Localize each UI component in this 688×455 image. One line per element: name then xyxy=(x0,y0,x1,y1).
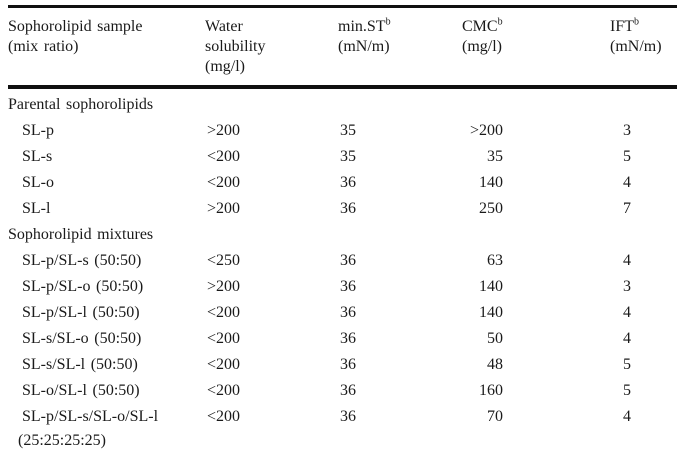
table-row: SL-o <200 36 140 4 xyxy=(8,170,677,196)
cell-min-st: 36 xyxy=(340,278,356,295)
table-row: SL-p/SL-s (50:50) <250 36 63 4 xyxy=(8,248,677,274)
cell-ift: 5 xyxy=(623,356,631,373)
cell-sample: SL-p/SL-l (50:50) xyxy=(22,304,140,321)
table-row: SL-p/SL-o (50:50) >200 36 140 3 xyxy=(8,274,677,300)
cell-ift: 3 xyxy=(623,122,631,139)
cell-ift: 4 xyxy=(623,304,631,321)
cell-sample: SL-l xyxy=(22,200,51,217)
cell-min-st: 36 xyxy=(340,408,356,425)
header-rule xyxy=(8,85,677,89)
table-row: SL-s/SL-o (50:50) <200 36 50 4 xyxy=(8,326,677,352)
column-header-cmc-name: CMCb xyxy=(462,17,610,37)
cell-ift: 7 xyxy=(623,200,631,217)
cell-solubility: <200 xyxy=(207,356,241,373)
cell-solubility: <200 xyxy=(207,174,241,191)
cell-solubility: <200 xyxy=(207,408,241,425)
cell-sample: SL-p/SL-o (50:50) xyxy=(22,278,144,295)
cell-cmc: 48 xyxy=(487,356,503,373)
section-title-parental: Parental sophorolipids xyxy=(8,96,154,113)
cell-ift: 5 xyxy=(623,148,631,165)
cell-sample: SL-p xyxy=(22,122,54,139)
column-header-min-st-name: min.STb xyxy=(338,17,462,37)
table-header-row: Sophorolipid sample (mix ratio) Water so… xyxy=(8,8,677,85)
cell-cmc: 140 xyxy=(479,278,503,295)
cell-solubility: <250 xyxy=(207,252,241,269)
cell-min-st: 36 xyxy=(340,200,356,217)
column-header-ift: IFTb (mN/m) xyxy=(610,17,677,77)
cmc-footnote-marker: b xyxy=(497,16,503,28)
ift-label: IFT xyxy=(610,18,634,35)
cell-sample: SL-s/SL-l (50:50) xyxy=(22,356,138,373)
cell-solubility: <200 xyxy=(207,382,241,399)
column-header-cmc-unit: (mg/l) xyxy=(462,38,502,55)
cell-ift: 4 xyxy=(623,408,631,425)
min-st-footnote-marker: b xyxy=(385,16,391,28)
cell-min-st: 36 xyxy=(340,304,356,321)
column-header-sample-line2: (mix ratio) xyxy=(8,38,79,55)
table-body: Parental sophorolipids SL-p >200 35 >200… xyxy=(8,89,677,455)
cell-solubility: >200 xyxy=(207,278,241,295)
cell-sample: SL-s/SL-o (50:50) xyxy=(22,330,142,347)
table-row: SL-p >200 35 >200 3 xyxy=(8,118,677,144)
cell-cmc: 160 xyxy=(479,382,503,399)
column-header-cmc: CMCb (mg/l) xyxy=(462,17,610,77)
cell-cmc: 63 xyxy=(487,252,503,269)
column-header-sample-line1: Sophorolipid sample xyxy=(8,18,143,35)
column-header-solubility: Water solubility (mg/l) xyxy=(205,17,338,77)
cell-sample: SL-o xyxy=(22,174,54,191)
cell-min-st: 36 xyxy=(340,330,356,347)
table-row: SL-p/SL-l (50:50) <200 36 140 4 xyxy=(8,300,677,326)
cell-solubility: >200 xyxy=(207,122,241,139)
cell-sample-line1: SL-p/SL-s/SL-o/SL-l xyxy=(22,408,159,425)
column-header-min-st-unit: (mN/m) xyxy=(338,38,390,55)
cell-solubility: <200 xyxy=(207,304,241,321)
cell-cmc: 140 xyxy=(479,174,503,191)
cell-solubility: <200 xyxy=(207,330,241,347)
cell-sample: SL-p/SL-s/SL-o/SL-l (25:25:25:25) xyxy=(8,404,205,451)
cell-min-st: 36 xyxy=(340,174,356,191)
cell-cmc: 35 xyxy=(487,148,503,165)
cell-ift: 4 xyxy=(623,174,631,191)
cmc-label: CMC xyxy=(462,18,498,35)
cell-cmc: 50 xyxy=(487,330,503,347)
column-header-ift-unit: (mN/m) xyxy=(610,38,662,55)
top-rule xyxy=(8,5,677,8)
cell-sample: SL-s xyxy=(22,148,53,165)
table-row: SL-p/SL-s/SL-o/SL-l (25:25:25:25) <200 3… xyxy=(8,404,677,451)
cell-sample-line2: (25:25:25:25) xyxy=(18,432,106,449)
cell-sample: SL-o/SL-l (50:50) xyxy=(22,382,140,399)
column-header-ift-name: IFTb xyxy=(610,17,677,37)
table-row: SL-s/SL-l (50:50) <200 36 48 5 xyxy=(8,352,677,378)
ift-footnote-marker: b xyxy=(634,16,639,28)
table-row: SL-l >200 36 250 7 xyxy=(8,196,677,222)
cell-ift: 4 xyxy=(623,330,631,347)
min-st-label: min.ST xyxy=(338,18,386,35)
table-row: SL-o/SL-l (50:50) <200 36 160 5 xyxy=(8,378,677,404)
cell-cmc: 140 xyxy=(479,304,503,321)
column-header-solubility-line2: solubility xyxy=(205,38,266,55)
column-header-solubility-line3: (mg/l) xyxy=(205,58,245,75)
cell-cmc: 70 xyxy=(487,408,503,425)
cell-solubility: >200 xyxy=(207,200,241,217)
cell-solubility: <200 xyxy=(207,148,241,165)
column-header-min-st: min.STb (mN/m) xyxy=(338,17,462,77)
cell-min-st: 36 xyxy=(340,382,356,399)
section-title-mixtures: Sophorolipid mixtures xyxy=(8,226,154,243)
column-header-solubility-line1: Water xyxy=(205,18,243,35)
cell-cmc: >200 xyxy=(469,122,503,139)
column-header-sample: Sophorolipid sample (mix ratio) xyxy=(8,17,205,77)
cell-sample: SL-p/SL-s (50:50) xyxy=(22,252,142,269)
cell-min-st: 35 xyxy=(340,148,356,165)
cell-ift: 3 xyxy=(623,278,631,295)
cell-min-st: 35 xyxy=(340,122,356,139)
cell-min-st: 36 xyxy=(340,252,356,269)
cell-cmc: 250 xyxy=(479,200,503,217)
cell-ift: 5 xyxy=(623,382,631,399)
cell-min-st: 36 xyxy=(340,356,356,373)
cell-ift: 4 xyxy=(623,252,631,269)
sophorolipid-properties-table: Sophorolipid sample (mix ratio) Water so… xyxy=(8,5,677,455)
table-row: SL-s <200 35 35 5 xyxy=(8,144,677,170)
